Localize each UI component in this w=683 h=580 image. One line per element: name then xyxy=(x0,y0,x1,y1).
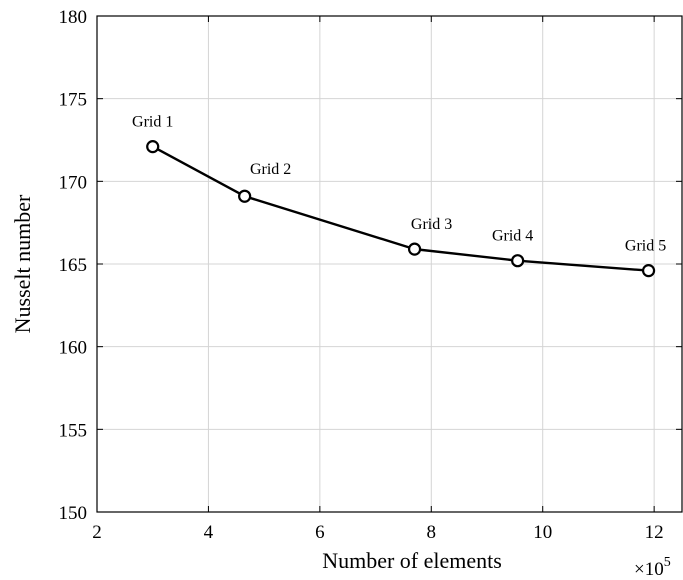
x-tick-label: 6 xyxy=(315,522,325,543)
series-line xyxy=(152,145,649,272)
x-tick-label: 10 xyxy=(533,522,552,543)
x-axis-multiplier-base: ×10 xyxy=(634,559,664,580)
y-tick-label: 165 xyxy=(59,255,88,276)
point-label: Grid 1 xyxy=(132,114,173,131)
x-tick-label: 4 xyxy=(204,522,214,543)
data-series xyxy=(146,140,656,278)
data-point xyxy=(146,140,160,154)
data-point xyxy=(641,264,656,278)
y-axis-tick-labels: 150 155 160 165 170 175 180 xyxy=(59,7,88,524)
y-tick-label: 180 xyxy=(59,7,88,28)
x-tick-label: 8 xyxy=(427,522,437,543)
y-tick-label: 155 xyxy=(59,420,88,441)
data-point xyxy=(511,254,525,268)
axis-ticks xyxy=(96,15,682,513)
y-axis-title: Nusselt number xyxy=(10,194,35,333)
data-point xyxy=(238,189,252,203)
point-label: Grid 2 xyxy=(250,161,291,178)
x-tick-label: 12 xyxy=(645,522,664,543)
x-axis-tick-labels: 2 4 6 8 10 12 xyxy=(92,522,663,543)
x-axis-multiplier: ×105 xyxy=(634,555,671,580)
point-labels: Grid 1 Grid 2 Grid 3 Grid 4 Grid 5 xyxy=(132,114,666,255)
data-point xyxy=(407,242,422,256)
grid-lines xyxy=(96,15,682,513)
point-label: Grid 4 xyxy=(492,228,533,245)
y-tick-label: 150 xyxy=(59,503,88,524)
y-tick-label: 170 xyxy=(59,172,88,193)
point-label: Grid 5 xyxy=(625,238,666,255)
x-tick-label: 2 xyxy=(92,522,102,543)
y-tick-label: 160 xyxy=(59,338,88,359)
y-tick-label: 175 xyxy=(59,90,88,111)
x-axis-title: Number of elements xyxy=(322,548,502,573)
x-axis-multiplier-exponent: 5 xyxy=(664,555,671,570)
point-label: Grid 3 xyxy=(411,216,452,233)
